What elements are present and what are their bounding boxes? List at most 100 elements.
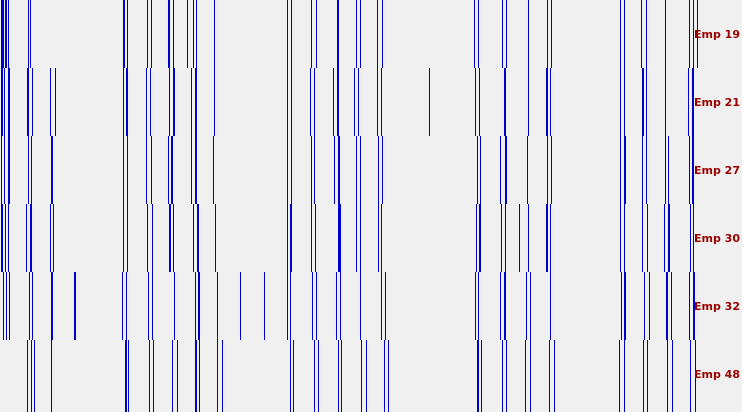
tick-mark: [74, 272, 76, 340]
tick-mark: [126, 272, 127, 340]
tick-mark: [195, 272, 196, 340]
tick-mark: [624, 68, 625, 136]
tick-mark: [504, 272, 506, 340]
tick-mark: [697, 0, 698, 68]
tick-mark: [312, 272, 313, 340]
tick-mark: [4, 68, 5, 136]
tick-mark: [366, 340, 367, 412]
tick-mark: [664, 204, 665, 272]
tick-mark: [620, 136, 621, 204]
tick-mark: [5, 0, 7, 68]
tick-mark: [149, 340, 150, 412]
tick-mark: [624, 0, 625, 68]
tick-mark: [287, 68, 288, 136]
tick-mark: [689, 272, 690, 340]
tick-mark: [8, 68, 10, 136]
tick-mark: [51, 340, 52, 412]
tick-mark: [191, 136, 192, 204]
tick-mark: [50, 204, 51, 272]
tick-mark: [314, 68, 315, 136]
tick-mark: [3, 272, 4, 340]
tick-mark: [477, 340, 479, 412]
tick-mark: [147, 0, 148, 68]
tick-mark: [546, 204, 548, 272]
tick-mark: [187, 0, 188, 68]
tick-mark: [378, 136, 379, 204]
tick-mark: [505, 204, 506, 272]
tick-mark: [479, 68, 480, 136]
tick-mark: [642, 204, 643, 272]
tick-mark: [480, 136, 481, 204]
tick-mark: [688, 68, 689, 136]
tick-mark: [51, 136, 53, 204]
tick-mark: [148, 272, 149, 340]
tick-mark: [152, 272, 153, 340]
tick-mark: [27, 68, 29, 136]
tick-mark: [668, 204, 670, 272]
tick-mark: [31, 136, 32, 204]
tick-mark: [171, 136, 173, 204]
tick-mark: [692, 68, 694, 136]
tick-mark: [519, 204, 520, 272]
tick-mark: [671, 272, 672, 340]
tick-mark: [55, 68, 56, 136]
tick-mark: [500, 272, 501, 340]
tick-mark: [153, 340, 154, 412]
tick-mark: [528, 68, 529, 136]
tick-mark: [360, 272, 361, 340]
row-label: Emp 48: [694, 368, 740, 381]
tick-mark: [127, 204, 128, 272]
tick-mark: [381, 204, 382, 272]
tick-mark: [315, 204, 316, 272]
tick-mark: [528, 204, 529, 272]
tick-mark: [291, 0, 292, 68]
tick-mark: [127, 136, 128, 204]
tick-mark: [476, 204, 477, 272]
tick-mark: [29, 272, 30, 340]
tick-mark: [125, 340, 127, 412]
tick-mark: [151, 0, 152, 68]
tick-mark: [620, 204, 621, 272]
tick-mark: [173, 68, 175, 136]
tick-mark: [502, 340, 503, 412]
tick-mark: [287, 204, 288, 272]
tick-mark: [550, 272, 551, 340]
tick-mark: [693, 0, 694, 68]
tick-mark: [668, 136, 669, 204]
tick-mark: [475, 272, 476, 340]
tick-mark: [481, 340, 482, 412]
tick-mark: [173, 0, 174, 68]
tick-mark: [550, 204, 551, 272]
row-label: Emp 19: [694, 28, 740, 41]
tick-mark: [318, 340, 319, 412]
tick-mark: [337, 68, 339, 136]
tick-mark: [505, 136, 507, 204]
tick-mark: [360, 136, 361, 204]
tick-mark: [314, 136, 315, 204]
tick-mark: [358, 68, 359, 136]
tick-mark: [195, 340, 197, 412]
row-label: Emp 27: [694, 164, 740, 177]
tick-mark: [169, 68, 170, 136]
tick-mark: [646, 68, 647, 136]
tick-mark: [479, 204, 481, 272]
tick-mark: [547, 0, 548, 68]
tick-mark: [530, 272, 531, 340]
tick-mark: [554, 340, 555, 412]
tick-mark: [213, 136, 214, 204]
tick-mark: [620, 68, 621, 136]
tick-mark: [287, 0, 288, 68]
tick-mark: [478, 0, 479, 68]
tick-mark: [525, 340, 526, 412]
tick-mark: [526, 272, 527, 340]
tick-mark: [642, 136, 643, 204]
tick-mark: [646, 0, 647, 68]
tick-mark: [32, 68, 33, 136]
tick-mark: [354, 68, 355, 136]
tick-mark: [642, 68, 644, 136]
tick-mark: [695, 340, 696, 412]
row-label: Emp 32: [694, 300, 740, 313]
tick-mark: [195, 136, 197, 204]
tick-mark: [152, 204, 153, 272]
tick-mark: [151, 136, 152, 204]
